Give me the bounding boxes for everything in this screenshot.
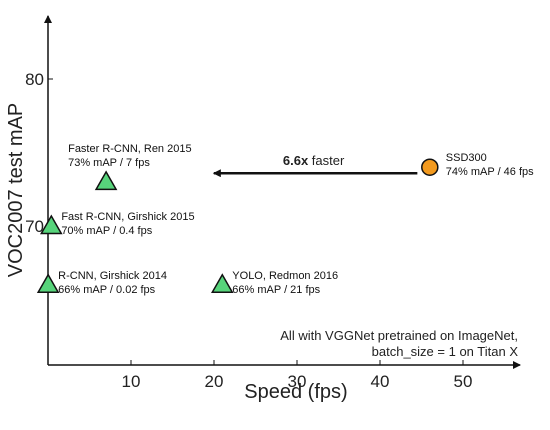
point-label-name: YOLO, Redmon 2016 xyxy=(232,270,338,282)
speed-word: faster xyxy=(308,153,345,168)
points xyxy=(36,158,439,294)
x-tick-label: 40 xyxy=(371,372,390,391)
axes xyxy=(44,15,521,369)
point-label-value: 70% mAP / 0.4 fps xyxy=(61,225,152,237)
point-label-name: R-CNN, Girshick 2014 xyxy=(58,270,167,282)
y-tick-label: 80 xyxy=(25,70,44,89)
point-label-value: 74% mAP / 46 fps xyxy=(446,166,534,178)
point-label-name: Faster R-CNN, Ren 2015 xyxy=(68,143,192,155)
point-labels: Faster R-CNN, Ren 2015 73% mAP / 7 fps Fas… xyxy=(58,143,534,296)
point-label-value: 73% mAP / 7 fps xyxy=(68,157,150,169)
note: All with VGGNet pretrained on ImageNet,b… xyxy=(280,328,518,359)
note-line: All with VGGNet pretrained on ImageNet, xyxy=(280,328,518,343)
x-tick-label: 10 xyxy=(122,372,141,391)
point-label-name: SSD300 xyxy=(446,152,487,164)
point-label-name: Fast R-CNN, Girshick 2015 xyxy=(61,211,194,223)
speed-arrow-group: 6.6x faster xyxy=(212,153,418,178)
data-point-triangle xyxy=(94,170,118,191)
data-point-circle xyxy=(421,158,439,176)
ticks: 10 20 30 40 50 70 80 xyxy=(25,70,472,391)
x-tick-label: 30 xyxy=(288,372,307,391)
data-point-triangle xyxy=(40,214,63,235)
speed-factor: 6.6x xyxy=(283,153,309,168)
x-tick-label: 20 xyxy=(205,372,224,391)
note-line: batch_size = 1 on Titan X xyxy=(372,344,519,359)
speed-arrow-label: 6.6x faster xyxy=(283,153,345,168)
point-label-value: 66% mAP / 21 fps xyxy=(232,284,320,296)
y-tick-label: 70 xyxy=(25,217,44,236)
x-axis-title: Speed (fps) xyxy=(244,381,347,403)
y-axis-title: VOC2007 test mAP xyxy=(5,103,27,278)
x-tick-label: 50 xyxy=(454,372,473,391)
point-label-value: 66% mAP / 0.02 fps xyxy=(58,284,156,296)
data-point-triangle xyxy=(36,273,60,294)
data-point-triangle xyxy=(211,273,234,294)
